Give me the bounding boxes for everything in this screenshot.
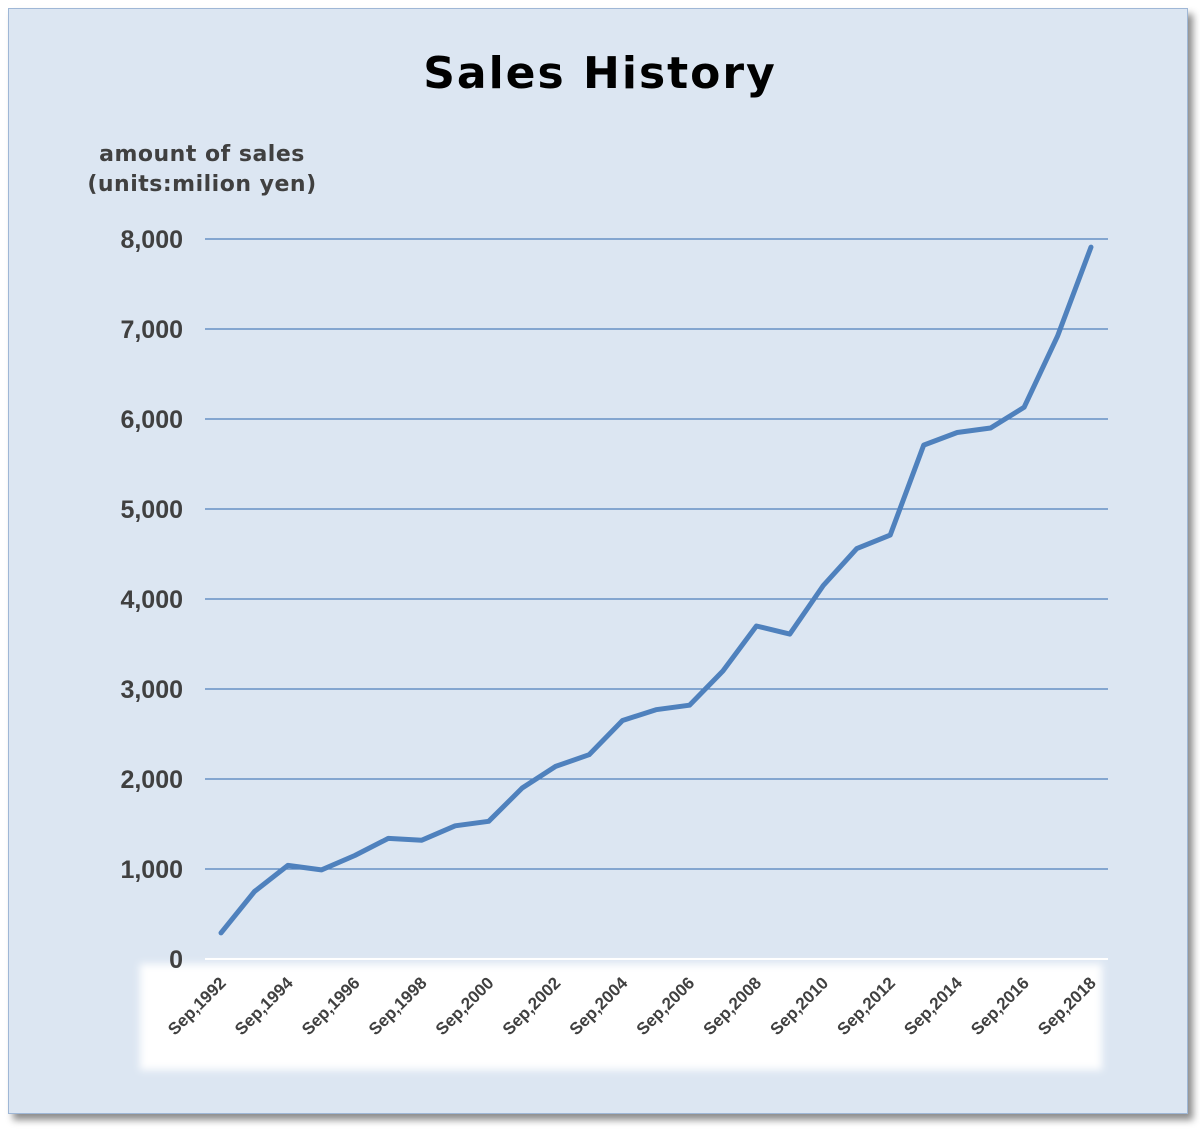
y-tick-label: 8,000 [120, 226, 183, 254]
gridlines [205, 238, 1108, 960]
y-tick-label: 7,000 [120, 316, 183, 344]
y-tick-label: 0 [169, 946, 183, 974]
y-axis-title-line-1: amount of sales [99, 142, 305, 167]
y-tick-label: 4,000 [120, 586, 183, 614]
series-group [218, 244, 1094, 936]
y-tick-label: 6,000 [120, 406, 183, 434]
x-axis-label-band [140, 964, 1102, 1070]
chart-title: Sales History [423, 48, 777, 99]
y-axis-title: amount of sales (units:milion yen) [62, 140, 342, 200]
y-tick-label: 2,000 [120, 766, 183, 794]
y-tick-label: 1,000 [120, 856, 183, 884]
y-axis-ticks: 0 1,000 2,000 3,000 4,000 5,000 6,000 7,000 8,00… [120, 226, 183, 974]
y-tick-label: 3,000 [120, 676, 183, 704]
y-axis-title-line-2: (units:milion yen) [87, 172, 317, 197]
y-tick-label: 5,000 [120, 496, 183, 524]
sales-line [218, 244, 1094, 936]
